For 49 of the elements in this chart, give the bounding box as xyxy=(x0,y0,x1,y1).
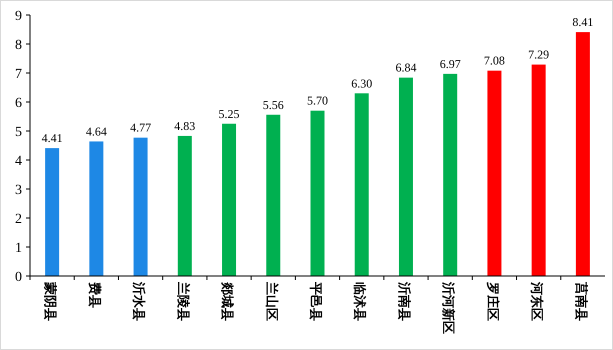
y-tick-label: 1 xyxy=(15,241,22,256)
x-tick-label: 沂水县 xyxy=(132,281,147,321)
x-tick-label: 沂南县 xyxy=(396,281,412,321)
x-tick-label: 河东区 xyxy=(530,281,545,321)
x-tick-label: 费县 xyxy=(87,281,102,308)
y-tick-label: 5 xyxy=(15,125,22,140)
x-tick-label: 沂河新区 xyxy=(441,281,456,334)
bar xyxy=(222,124,236,276)
bar xyxy=(398,78,413,276)
data-label: 4.41 xyxy=(42,131,63,146)
x-tick-label: 郯城县 xyxy=(220,282,236,321)
x-tick-label: 莒南县 xyxy=(574,281,589,321)
bar xyxy=(532,64,546,276)
y-tick-label: 6 xyxy=(15,96,22,111)
data-label: 7.29 xyxy=(528,48,550,62)
x-tick-label: 蒙阴县 xyxy=(43,281,58,321)
data-label: 6.84 xyxy=(395,60,416,75)
bar xyxy=(45,148,60,276)
data-label: 4.83 xyxy=(174,118,196,133)
data-label: 4.64 xyxy=(86,124,107,138)
bar xyxy=(178,136,192,276)
bar xyxy=(443,74,458,276)
y-tick-label: 4 xyxy=(15,154,22,169)
x-tick-label: 兰陵县 xyxy=(176,281,191,321)
x-tick-label: 罗庄区 xyxy=(485,281,500,321)
data-label: 6.30 xyxy=(351,76,372,90)
y-tick-label: 2 xyxy=(15,212,22,227)
data-label: 5.70 xyxy=(307,94,328,108)
data-label: 7.08 xyxy=(484,54,505,68)
y-tick-label: 0 xyxy=(15,270,22,285)
bar xyxy=(134,138,148,276)
y-tick-label: 3 xyxy=(15,183,22,198)
data-label: 5.56 xyxy=(262,98,284,112)
y-tick-label: 7 xyxy=(15,67,22,82)
bar xyxy=(310,110,324,276)
bar xyxy=(576,32,590,276)
bar xyxy=(266,114,280,276)
data-label: 8.41 xyxy=(572,15,594,30)
bar xyxy=(354,93,369,276)
data-label: 6.97 xyxy=(440,56,461,71)
y-tick-label: 8 xyxy=(15,38,22,53)
x-tick-label: 临沭县 xyxy=(352,282,368,321)
y-tick-label: 9 xyxy=(15,9,22,24)
x-tick-label: 兰山区 xyxy=(264,281,280,321)
bar xyxy=(487,70,502,276)
data-label: 5.25 xyxy=(218,106,240,121)
bar xyxy=(89,141,104,276)
data-label: 4.77 xyxy=(130,120,152,135)
x-tick-label: 平邑县 xyxy=(308,281,324,321)
